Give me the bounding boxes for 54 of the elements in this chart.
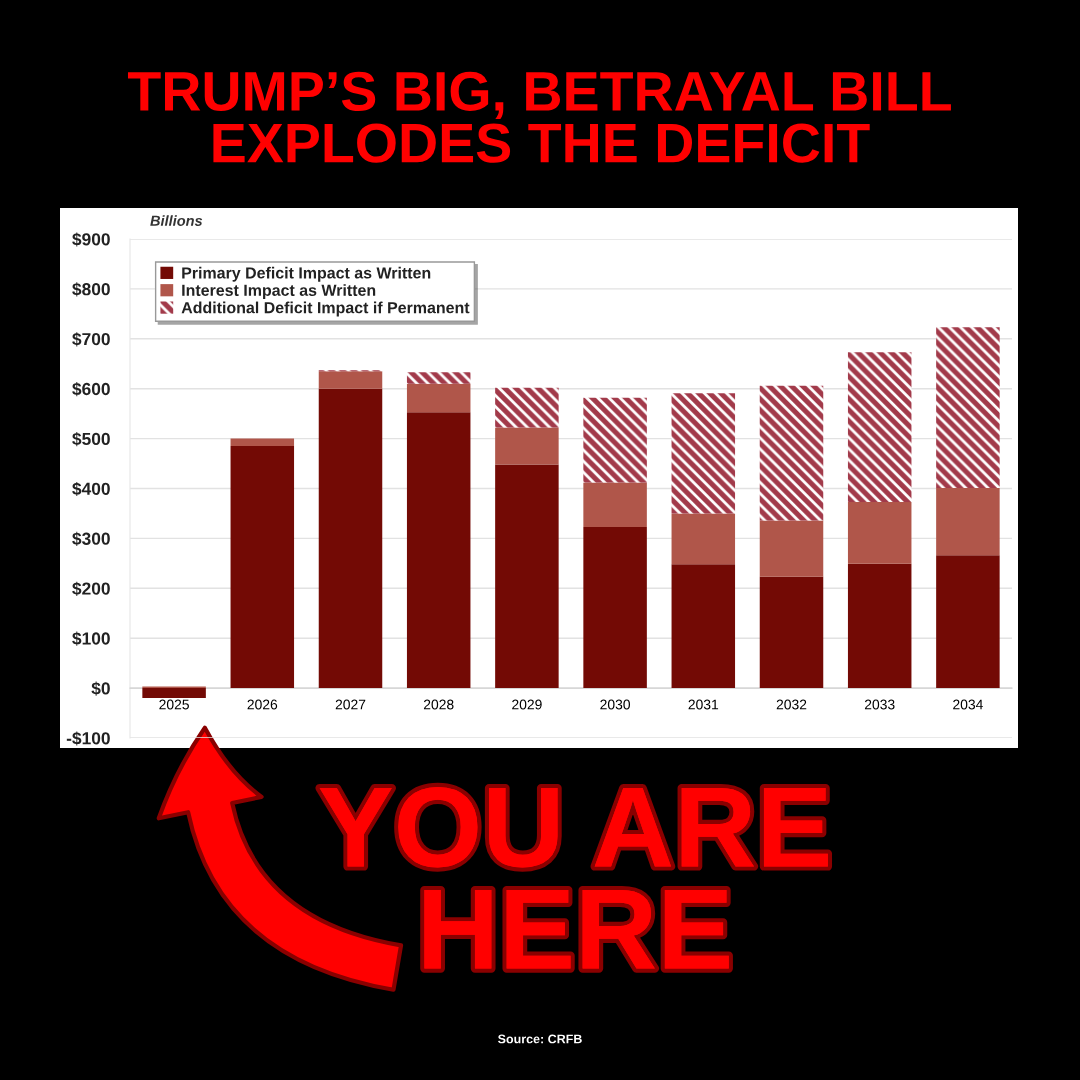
x-tick-label: 2026 bbox=[247, 699, 278, 710]
text: YOU ARE HERE bbox=[319, 786, 828, 969]
y-tick-label: $900 bbox=[72, 232, 110, 247]
x-tick-label: 2033 bbox=[864, 699, 895, 710]
y-tick-label: $0 bbox=[91, 681, 110, 696]
bar bbox=[318, 371, 383, 389]
bar bbox=[847, 563, 912, 689]
bar bbox=[759, 385, 824, 521]
bar bbox=[759, 520, 824, 577]
bar bbox=[318, 388, 383, 689]
x-tick-label: 2028 bbox=[423, 699, 454, 710]
bar bbox=[583, 397, 647, 483]
y-tick-label: $700 bbox=[72, 332, 110, 347]
bar bbox=[936, 555, 1000, 689]
legend-label: Primary Deficit Impact as Written bbox=[182, 266, 431, 282]
bar bbox=[142, 688, 206, 699]
bar bbox=[406, 372, 471, 384]
y-tick-label: $300 bbox=[72, 531, 110, 546]
x-tick-label: 2029 bbox=[512, 699, 542, 710]
x-tick-label: 2030 bbox=[600, 699, 631, 710]
bar bbox=[936, 327, 1000, 488]
y-tick-label: $800 bbox=[72, 282, 110, 297]
y-tick-label: -$100 bbox=[66, 731, 110, 746]
bar bbox=[406, 383, 471, 413]
bar bbox=[583, 526, 647, 689]
chart-title: TRUMP’S BIG, BETRAYAL BILL EXPLODES THE DEFICIT bbox=[127, 71, 951, 163]
bar bbox=[406, 412, 471, 689]
bar bbox=[847, 501, 912, 564]
legend-label: Additional Deficit Impact if Permanent bbox=[181, 301, 470, 317]
bar bbox=[230, 446, 295, 689]
y-tick-label: $400 bbox=[72, 481, 110, 497]
x-tick-label: 2034 bbox=[953, 699, 983, 710]
y-tick-label: $500 bbox=[72, 432, 110, 447]
bar bbox=[495, 427, 559, 465]
source-note: Source: CRFB bbox=[498, 1034, 582, 1044]
x-tick-label: 2032 bbox=[776, 699, 807, 710]
bar bbox=[759, 576, 824, 689]
legend-label: Interest Impact as Written bbox=[182, 284, 376, 300]
bar bbox=[671, 564, 736, 689]
bar bbox=[495, 464, 559, 689]
bar bbox=[583, 482, 647, 527]
bar bbox=[936, 488, 1000, 556]
bar bbox=[671, 513, 736, 565]
x-tick-label: 2031 bbox=[688, 699, 719, 710]
y-tick-label: $100 bbox=[72, 631, 110, 646]
x-tick-label: 2027 bbox=[335, 699, 366, 710]
bar bbox=[495, 387, 559, 428]
bar bbox=[847, 352, 912, 502]
bar bbox=[230, 438, 295, 447]
bar bbox=[671, 393, 736, 514]
y-tick-label: $600 bbox=[72, 382, 110, 397]
x-tick-label: 2025 bbox=[159, 699, 189, 710]
y-tick-label: $200 bbox=[72, 581, 110, 596]
y-axis-title: Billions bbox=[150, 215, 203, 226]
